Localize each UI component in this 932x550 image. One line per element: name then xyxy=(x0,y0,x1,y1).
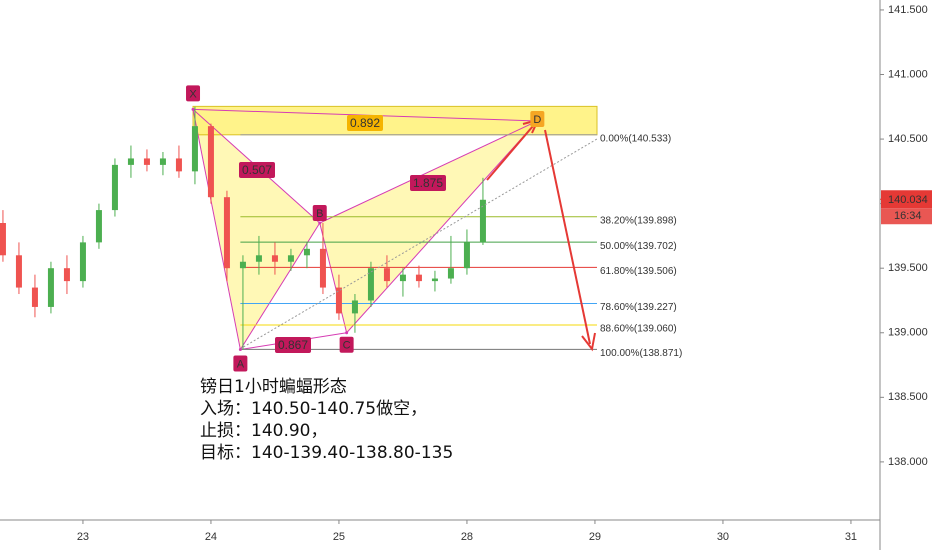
y-tick-label: 141.000 xyxy=(888,68,928,80)
ratio-label: 1.875 xyxy=(413,176,443,190)
candle-body xyxy=(351,300,358,314)
candle-body xyxy=(431,278,438,282)
ratio-box xyxy=(347,115,383,131)
candle-body xyxy=(191,126,198,172)
candle-body xyxy=(223,197,230,269)
arrow-down xyxy=(544,129,591,345)
pattern-point xyxy=(318,221,322,225)
fib-label: 38.20%(139.898) xyxy=(600,215,677,226)
fib-label: 100.00%(138.871) xyxy=(600,348,682,359)
candle-body xyxy=(143,158,150,165)
x-tick-label: 30 xyxy=(717,531,729,543)
point-label: A xyxy=(237,358,245,370)
candle-body xyxy=(447,268,454,279)
x-tick-label: 28 xyxy=(461,531,473,543)
candle-body xyxy=(0,223,6,256)
arrow-up xyxy=(486,125,534,181)
point-label-box xyxy=(186,85,201,102)
candle-body xyxy=(175,158,182,172)
annotation-text: 入场：140.50-140.75做空， xyxy=(200,399,427,419)
candle-body xyxy=(255,255,262,262)
ratio-label: 0.892 xyxy=(350,116,380,130)
candle-body xyxy=(47,268,54,307)
pattern-line xyxy=(192,109,241,350)
ratio-label: 0.867 xyxy=(278,338,308,352)
point-label-box xyxy=(339,336,354,353)
candles-layer xyxy=(0,106,486,350)
point-label-box xyxy=(530,110,545,127)
candle-body xyxy=(63,268,70,282)
pattern-line xyxy=(346,120,538,334)
countdown-label: 16:34 xyxy=(894,210,922,222)
fib-label: 61.80%(139.506) xyxy=(600,266,677,277)
x-tick-label: 31 xyxy=(845,531,857,543)
countdown-box xyxy=(881,208,932,225)
pattern-line xyxy=(319,222,348,333)
arrow-head xyxy=(581,332,596,352)
candle-body xyxy=(31,287,38,307)
last-price-box xyxy=(881,190,932,209)
x-tick-label: 23 xyxy=(77,531,89,543)
fib-label: 50.00%(139.702) xyxy=(600,241,677,252)
y-tick-label: 139.000 xyxy=(888,327,928,339)
ratio-label: 0.507 xyxy=(242,163,272,177)
candle-body xyxy=(383,268,390,282)
pattern-fill xyxy=(319,120,538,333)
candle-body xyxy=(15,255,22,288)
candle-body xyxy=(287,255,294,262)
candle-body xyxy=(335,287,342,314)
candle-body xyxy=(399,274,406,282)
candle-body xyxy=(207,126,214,198)
fib-label: 78.60%(139.227) xyxy=(600,302,677,313)
ratio-box xyxy=(410,175,446,191)
candle-body xyxy=(239,261,246,269)
candle-body xyxy=(463,242,470,269)
pattern-point xyxy=(238,348,242,352)
y-tick-label: 140.500 xyxy=(888,133,928,145)
annotation-text: 止损：140.90， xyxy=(200,421,327,441)
y-tick-label: 141.500 xyxy=(888,4,928,16)
pattern-point xyxy=(345,331,349,335)
annotation-text: 目标：140-139.40-138.80-135 xyxy=(200,443,453,463)
candle-body xyxy=(127,158,134,165)
candle-body xyxy=(415,274,422,282)
pattern-fill xyxy=(193,109,320,350)
x-tick-label: 24 xyxy=(205,531,217,543)
pattern-point xyxy=(191,107,195,111)
candle-body xyxy=(95,210,102,243)
point-label: B xyxy=(316,208,323,220)
point-label: C xyxy=(343,340,351,352)
candle-body xyxy=(319,248,326,288)
candle-body xyxy=(79,242,86,282)
candle-body xyxy=(271,255,278,262)
pattern-layer: 0.00%(140.533) 38.20%(139.898) 50.00%(139.… xyxy=(192,105,682,359)
point-label-box xyxy=(312,205,327,222)
y-tick-label: 138.500 xyxy=(888,391,928,403)
candle-body xyxy=(159,158,166,165)
trend-line xyxy=(239,138,598,350)
candle-body xyxy=(111,164,118,211)
x-tick-label: 29 xyxy=(589,531,601,543)
ratio-box xyxy=(275,337,311,353)
pattern-line xyxy=(319,120,538,224)
candle-body xyxy=(303,248,310,256)
last-price-label: 140.034 xyxy=(888,194,928,206)
point-label: D xyxy=(533,114,541,126)
ratio-box xyxy=(239,162,275,178)
point-label-box xyxy=(233,355,248,372)
point-label: X xyxy=(189,88,197,100)
x-tick-label: 25 xyxy=(333,531,345,543)
fib-label: 0.00%(140.533) xyxy=(600,133,671,144)
annotation-text: 镑日1小时蝙蝠形态 xyxy=(200,377,347,397)
candle-body xyxy=(367,268,374,301)
fib-label: 88.60%(139.060) xyxy=(600,324,677,335)
y-tick-label: 138.000 xyxy=(888,456,928,468)
candle-body xyxy=(479,199,486,243)
y-tick-label: 139.500 xyxy=(888,262,928,274)
